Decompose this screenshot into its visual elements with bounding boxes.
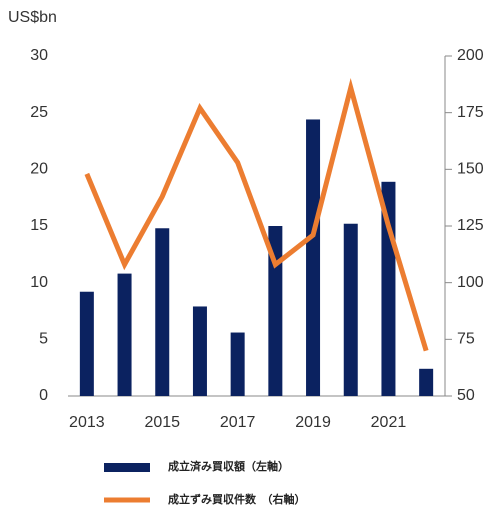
- y-tick-label: 30: [30, 47, 48, 64]
- x-tick-label: 2019: [295, 414, 331, 431]
- y-tick-label: 10: [30, 274, 48, 291]
- y-tick-label: 25: [30, 104, 48, 121]
- y2-tick-label: 150: [457, 161, 484, 178]
- line: [84, 77, 429, 352]
- y2-tick-label: 100: [457, 274, 484, 291]
- bar: [230, 332, 245, 396]
- y2-tick-label: 125: [457, 217, 484, 234]
- y2-tick-label: 200: [457, 47, 484, 64]
- bar: [155, 228, 170, 396]
- y-tick-label: 0: [39, 387, 48, 404]
- x-tick-label: 2013: [69, 414, 105, 431]
- bar: [268, 226, 283, 396]
- y2-tick-label: 75: [457, 331, 475, 348]
- bar: [79, 291, 94, 396]
- bar: [419, 368, 434, 396]
- bar: [306, 119, 321, 396]
- y-tick-label: 5: [39, 331, 48, 348]
- legend-swatch: [104, 463, 150, 472]
- y2-tick-label: 175: [457, 104, 484, 121]
- bar: [192, 306, 207, 396]
- y-axis-unit: US$bn: [8, 9, 57, 26]
- y-tick-label: 20: [30, 161, 48, 178]
- x-tick-label: 2015: [144, 414, 180, 431]
- x-tick-label: 2017: [220, 414, 256, 431]
- bar: [343, 223, 358, 396]
- x-tick-label: 2021: [371, 414, 407, 431]
- bar: [117, 273, 132, 396]
- legend-label: 成立済み買収額（左軸）: [168, 459, 289, 473]
- y2-tick-label: 50: [457, 387, 475, 404]
- y-tick-label: 15: [30, 217, 48, 234]
- legend-label: 成立ずみ買収件数 （右軸）: [168, 492, 306, 506]
